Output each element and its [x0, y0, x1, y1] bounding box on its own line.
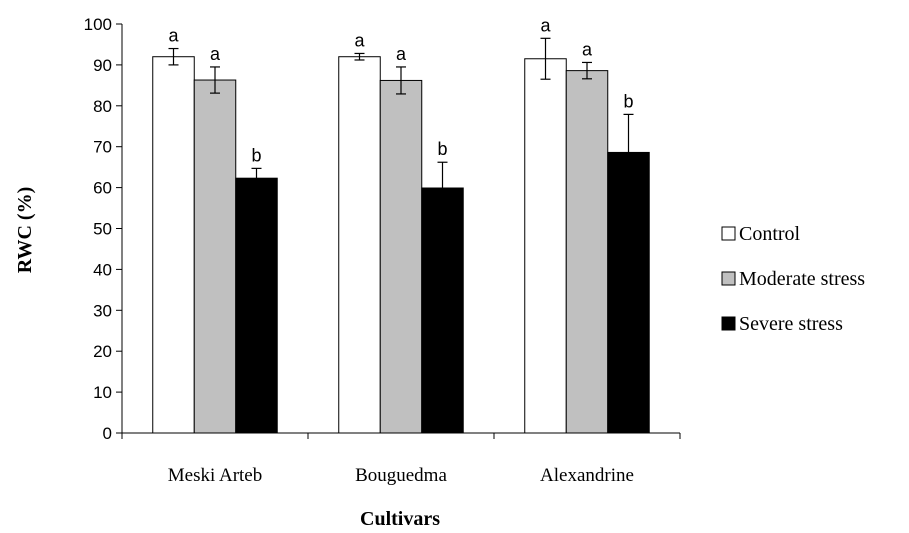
significance-label: b — [437, 139, 447, 159]
y-tick-label: 40 — [93, 260, 112, 279]
legend-swatch — [721, 271, 736, 286]
error-bars — [168, 37, 634, 214]
y-tick-label: 90 — [93, 56, 112, 75]
axes — [121, 24, 681, 439]
y-tick-label: 60 — [93, 179, 112, 198]
significance-label: a — [582, 39, 593, 59]
bar — [379, 79, 423, 434]
y-tick-label: 30 — [93, 301, 112, 320]
bar — [421, 187, 464, 434]
legend-label: Moderate stress — [739, 268, 865, 290]
y-tick-label: 80 — [93, 97, 112, 116]
bar — [607, 151, 650, 434]
legend-swatch — [721, 226, 736, 241]
significance-label: a — [540, 15, 551, 35]
y-axis-title: RWC (%) — [14, 187, 36, 274]
bar — [235, 177, 278, 434]
significance-label: b — [623, 91, 633, 111]
y-tick-label: 50 — [93, 220, 112, 239]
bar — [152, 56, 195, 434]
y-tick-label: 10 — [93, 383, 112, 402]
significance-label: a — [210, 44, 221, 64]
significance-label: a — [354, 30, 365, 50]
significance-label: a — [396, 44, 407, 64]
significance-label: b — [251, 145, 261, 165]
y-tick-label: 0 — [103, 424, 112, 443]
legend-label: Severe stress — [739, 313, 843, 335]
legend: Control Moderate stress Severe stress — [721, 223, 865, 335]
bar — [565, 70, 609, 434]
legend-label: Control — [739, 223, 801, 245]
y-tick-label: 20 — [93, 342, 112, 361]
x-axis-categories: Meski Arteb Bouguedma Alexandrine — [168, 465, 634, 486]
significance-labels: a a b a a b a a b — [168, 15, 633, 165]
x-category-label: Bouguedma — [355, 465, 447, 486]
bar — [338, 56, 381, 434]
y-tick-label: 100 — [84, 15, 112, 34]
x-category-label: Meski Arteb — [168, 465, 262, 486]
x-axis-title: Cultivars — [360, 508, 440, 530]
significance-label: a — [168, 26, 179, 46]
bar — [524, 58, 567, 434]
y-tick-label: 70 — [93, 138, 112, 157]
y-axis-ticks: 0 10 20 30 40 50 60 70 80 90 100 — [84, 15, 122, 443]
legend-swatch — [721, 316, 736, 331]
x-category-label: Alexandrine — [540, 465, 634, 486]
bars — [152, 56, 650, 434]
bar — [193, 79, 237, 434]
